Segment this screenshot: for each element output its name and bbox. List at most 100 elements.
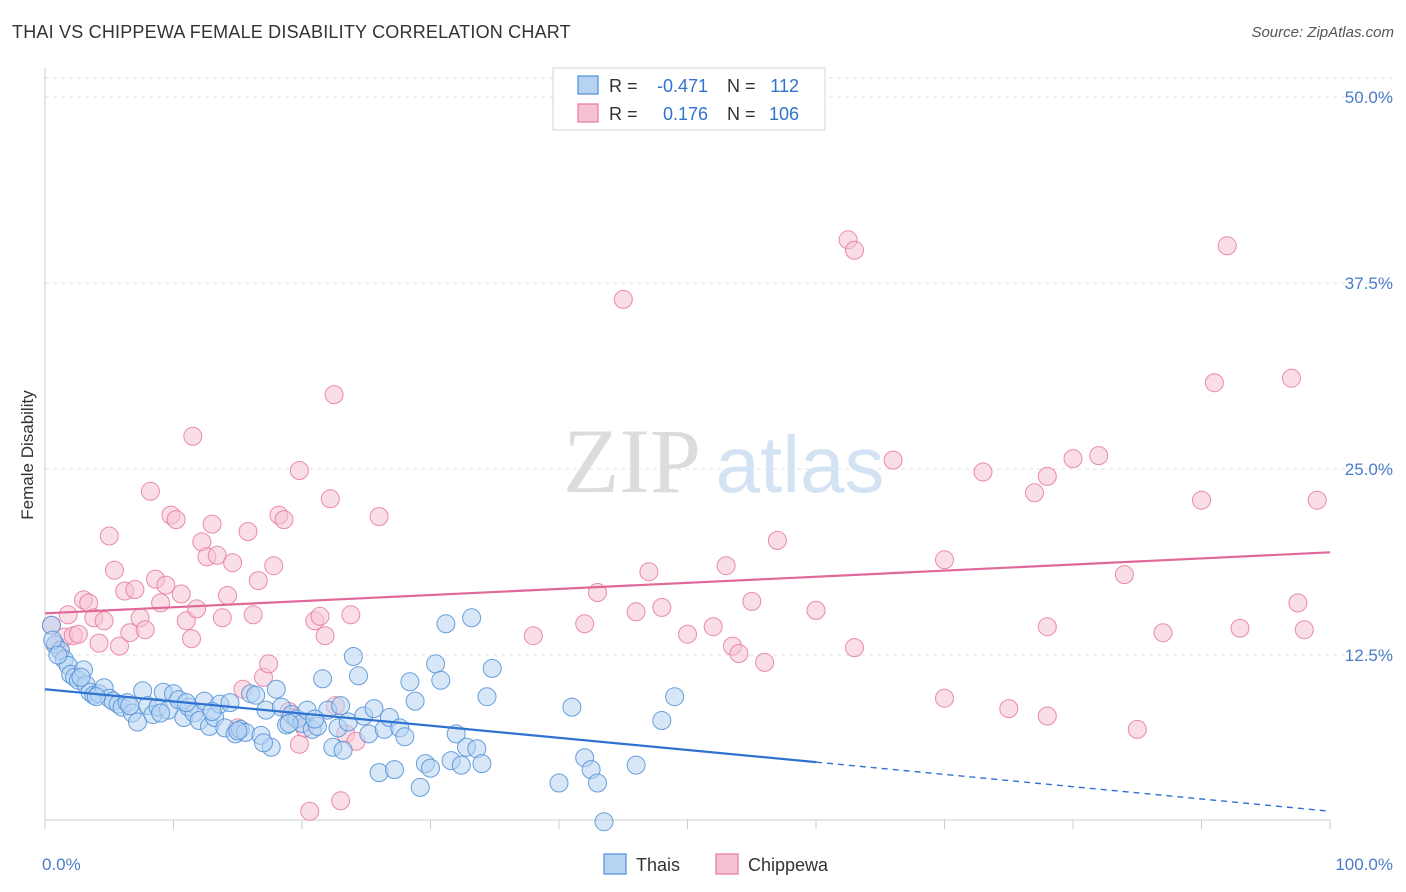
legend-n-value-thais: 112	[770, 76, 799, 96]
chippewa-point-99	[1230, 618, 1250, 638]
trend-lines	[44, 551, 1331, 812]
thais-point-104	[151, 703, 171, 723]
legend-r-label-chippewa: R =	[609, 104, 638, 124]
chippewa-point-82	[935, 550, 954, 570]
thais-point-38	[220, 693, 240, 713]
chippewa-point-53	[310, 606, 330, 626]
thais-point-98	[665, 687, 685, 707]
chippewa-point-34	[212, 608, 232, 628]
chippewa-point-49	[289, 734, 309, 754]
y-tick-label-1: 25.0%	[1345, 460, 1393, 479]
chippewa-point-105	[1127, 719, 1147, 739]
chippewa-point-12	[99, 526, 119, 546]
chippewa-point-73	[883, 450, 903, 470]
chippewa-point-25	[166, 510, 186, 530]
chippewa-point-89	[523, 626, 543, 646]
chippewa-point-28	[182, 629, 201, 649]
thais-trend-line	[44, 688, 817, 764]
chippewa-point-39	[238, 522, 258, 541]
chippewa-point-51	[300, 801, 320, 821]
chippewa-point-4	[58, 605, 78, 625]
thais-point-103	[120, 696, 140, 716]
legend-series-swatch-chippewa	[715, 853, 739, 875]
chippewa-point-26	[171, 584, 191, 604]
chippewa-point-40	[243, 605, 263, 625]
thais-point-75	[410, 777, 430, 797]
chippewa-point-19	[135, 620, 155, 640]
chippewa-point-65	[613, 289, 633, 309]
chippewa-point-36	[223, 553, 243, 573]
thais-point-66	[364, 699, 384, 719]
tick-labels: 12.5% 25.0% 37.5% 50.0% 0.0% 100.0%	[42, 88, 1393, 874]
thais-point-60	[333, 740, 353, 760]
thais-point-109	[279, 713, 299, 733]
thais-point-95	[594, 812, 614, 832]
chippewa-point-98	[1153, 623, 1173, 643]
chippewa-point-35	[218, 586, 237, 605]
thais-point-70	[385, 760, 404, 780]
thais-point-88	[477, 687, 497, 707]
chippewa-point-72	[1089, 446, 1109, 466]
chippewa-point-95	[755, 652, 775, 672]
thais-point-111	[331, 696, 351, 716]
chippewa-point-61	[183, 426, 203, 446]
thais-point-56	[313, 669, 333, 689]
chippewa-point-97	[1037, 617, 1057, 637]
chart-source: Source: ZipAtlas.com	[1251, 24, 1394, 41]
thais-point-110	[305, 709, 325, 729]
chippewa-point-20	[140, 481, 160, 501]
thais-point-96	[626, 755, 646, 775]
thais-point-20	[128, 712, 147, 732]
chippewa-point-96	[845, 638, 864, 658]
legend-series-name-chippewa: Chippewa	[748, 855, 829, 875]
chippewa-point-101	[1288, 593, 1308, 613]
thais-point-79	[431, 670, 451, 690]
legend-r-value-thais: -0.471	[657, 76, 708, 96]
thais-point-87	[472, 754, 492, 774]
chippewa-point-71	[1063, 449, 1083, 469]
chippewa-point-10	[89, 633, 109, 653]
thais-point-107	[228, 721, 248, 741]
legend-series-swatch-thais	[603, 853, 627, 875]
axes	[44, 68, 1331, 829]
thais-point-100	[48, 645, 68, 665]
chippewa-point-14	[110, 636, 129, 656]
legend-n-label-chippewa: N =	[727, 104, 756, 124]
thais-trend-extension	[815, 761, 1331, 812]
watermark-zip: ZIP	[563, 410, 701, 512]
thais-point-101	[71, 667, 91, 687]
thais-point-73	[400, 672, 420, 692]
thais-point-91	[562, 697, 582, 717]
chippewa-trend-line	[44, 551, 1331, 615]
thais-point-85	[462, 608, 482, 628]
chippewa-point-102	[935, 688, 954, 708]
chippewa-point-100	[1294, 620, 1314, 640]
chippewa-point-67	[845, 240, 864, 260]
watermark-atlas: atlas	[716, 420, 885, 509]
chippewa-point-90	[575, 614, 595, 634]
chippewa-point-69	[1204, 373, 1224, 393]
legend-series-name-thais: Thais	[636, 855, 680, 875]
chippewa-point-63	[324, 385, 344, 405]
chippewa-point-62	[289, 461, 309, 480]
chippewa-point-79	[767, 530, 787, 550]
chippewa-point-91	[678, 624, 697, 644]
thais-point-74	[405, 691, 425, 711]
thais-point-80	[436, 614, 456, 634]
x-tick-label-0: 0.0%	[42, 855, 81, 874]
chippewa-point-33	[207, 545, 227, 565]
chippewa-point-87	[652, 597, 672, 617]
chippewa-point-29	[187, 599, 207, 619]
chippewa-point-17	[125, 580, 145, 599]
chippewa-point-32	[202, 514, 222, 534]
thais-point-67	[369, 763, 389, 783]
chippewa-point-64	[369, 507, 389, 527]
chippewa-point-46	[274, 510, 294, 530]
legend-series: Thais Chippewa	[603, 853, 829, 875]
legend-swatch-thais	[577, 75, 599, 95]
chippewa-point-41	[248, 571, 268, 591]
legend-n-value-chippewa: 106	[769, 104, 799, 124]
thais-point-72	[395, 727, 415, 747]
chippewa-point-81	[639, 562, 659, 582]
chippewa-point-78	[1307, 490, 1327, 510]
